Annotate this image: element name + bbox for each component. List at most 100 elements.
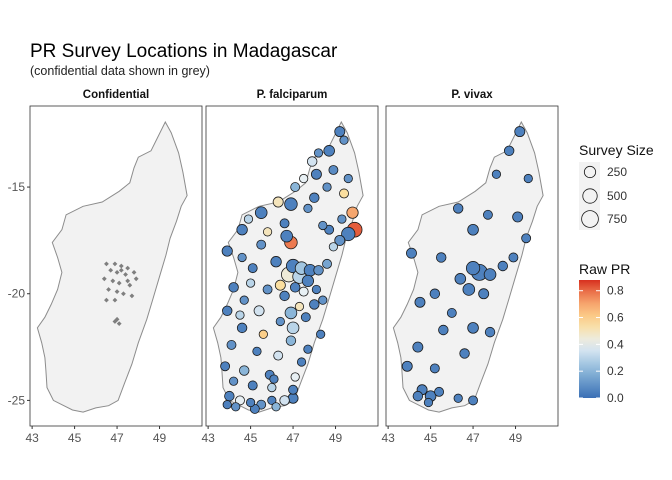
data-point (245, 397, 256, 408)
data-point (254, 206, 268, 219)
data-point (296, 357, 307, 367)
data-point (482, 209, 493, 220)
legend-color-label: 0.8 (607, 284, 624, 298)
data-point (258, 329, 268, 339)
facet-panel: P. falciparum 43 45 47 49 (201, 89, 379, 445)
data-point (334, 126, 346, 138)
data-point (339, 135, 349, 145)
data-point (253, 305, 265, 317)
data-point (279, 395, 290, 406)
data-point (452, 203, 464, 214)
data-point (284, 197, 298, 211)
legend-color-label: 0.4 (607, 337, 624, 351)
data-point (337, 214, 347, 224)
data-point (483, 268, 497, 281)
data-point (274, 279, 286, 291)
data-point (262, 227, 273, 237)
data-point (484, 326, 496, 338)
data-point (270, 256, 282, 268)
data-point (453, 393, 463, 403)
legend-color-label: 0.2 (607, 364, 624, 378)
data-point (121, 291, 126, 297)
x-tick-label: 43 (381, 431, 395, 445)
data-point (247, 263, 258, 274)
data-point (272, 196, 284, 208)
y-tick-label: -15 (8, 180, 26, 194)
data-point (298, 286, 309, 297)
data-point (301, 274, 315, 288)
data-point (279, 218, 290, 229)
data-point (318, 220, 328, 231)
data-point (112, 261, 118, 267)
legend-size-key (582, 188, 598, 204)
legend-color-label: 0.0 (607, 391, 624, 405)
data-point (245, 278, 256, 288)
legend-size-title: Survey Size (579, 142, 654, 158)
facet-strip-label: P. vivax (451, 89, 493, 101)
data-point (116, 280, 122, 286)
data-point (346, 206, 359, 219)
data-point (275, 316, 285, 327)
data-point (222, 305, 233, 317)
data-point (512, 211, 524, 223)
data-point (222, 400, 232, 410)
data-point (503, 145, 515, 157)
data-point (290, 182, 301, 192)
x-tick-label: 49 (153, 431, 167, 445)
data-point (110, 278, 116, 284)
data-point (269, 374, 279, 384)
data-point (478, 288, 490, 300)
chart-title: PR Survey Locations in Madagascar (30, 41, 338, 62)
data-point (221, 245, 233, 257)
data-point (129, 293, 135, 299)
data-point (311, 284, 322, 295)
data-point (316, 329, 326, 339)
legend-color-title: Raw PR (579, 261, 630, 277)
data-point (262, 284, 273, 295)
data-point (114, 289, 120, 294)
data-point (313, 148, 324, 158)
facet-strip-label: P. falciparum (257, 89, 328, 101)
facet-strip-label: Confidential (83, 89, 149, 101)
data-point (289, 282, 301, 293)
legend-colorbar (579, 280, 600, 398)
data-point (429, 288, 441, 299)
data-point (454, 273, 467, 285)
legend-size-label: 750 (607, 212, 627, 226)
data-point (114, 316, 120, 322)
data-point (434, 386, 445, 397)
data-point (104, 297, 109, 303)
data-point (328, 242, 339, 252)
data-point (243, 214, 254, 224)
data-point (279, 290, 290, 302)
x-tick-label: 43 (25, 431, 39, 445)
x-tick-label: 49 (509, 431, 523, 445)
data-point (285, 335, 297, 346)
data-point (406, 247, 417, 259)
data-point (294, 301, 305, 312)
data-point (118, 263, 124, 269)
data-point (521, 233, 532, 244)
data-point (114, 270, 120, 275)
data-point (228, 282, 239, 293)
data-point (309, 299, 320, 310)
data-point (303, 203, 313, 214)
data-point (322, 258, 332, 269)
data-point (220, 361, 231, 372)
data-point (226, 340, 237, 350)
data-point (280, 229, 293, 243)
data-point (468, 395, 478, 406)
data-point (286, 321, 300, 335)
madagascar-outline (36, 120, 188, 413)
data-point (423, 397, 434, 408)
legend-size-key (583, 165, 597, 179)
data-point (131, 270, 137, 275)
data-point (341, 226, 356, 242)
data-point (239, 295, 249, 305)
data-point (467, 223, 479, 236)
data-point (309, 192, 320, 203)
data-point (303, 344, 313, 354)
data-point (125, 278, 131, 284)
data-point (112, 319, 118, 324)
data-point (339, 188, 349, 199)
